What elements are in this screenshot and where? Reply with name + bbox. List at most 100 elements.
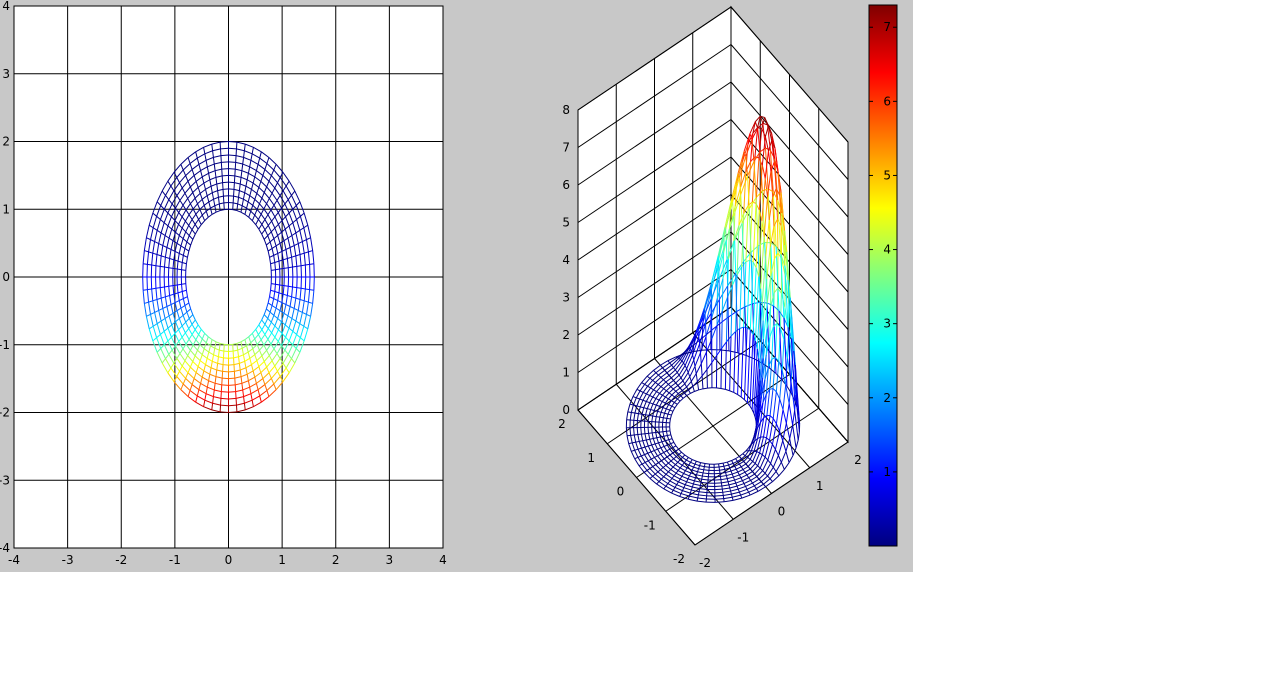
surface-mesh-segment xyxy=(741,455,746,460)
surface-mesh-segment xyxy=(698,314,706,337)
mesh-ring-segment xyxy=(173,182,180,192)
mesh-ring-segment xyxy=(171,220,176,230)
surface-mesh-segment xyxy=(666,435,670,440)
x-tick-label: 0 xyxy=(778,505,786,519)
surface-mesh-segment xyxy=(740,491,749,496)
mesh-radial-segment xyxy=(247,380,251,388)
surface-mesh-segment xyxy=(644,454,649,462)
mesh-ring-segment xyxy=(191,334,197,341)
surface-mesh-segment xyxy=(720,475,727,478)
mesh-radial-segment xyxy=(258,324,263,330)
surface-mesh-segment xyxy=(734,463,740,467)
surface-mesh-segment xyxy=(732,471,738,475)
mesh-ring-segment xyxy=(171,195,178,205)
mesh-radial-segment xyxy=(217,190,219,198)
surface-mesh-segment xyxy=(741,494,751,499)
surface-mesh-segment xyxy=(792,410,796,426)
mesh-ring-segment xyxy=(240,211,246,215)
surface-mesh-segment xyxy=(742,466,749,470)
surface-mesh-segment xyxy=(728,464,731,469)
mesh-radial-segment xyxy=(279,376,284,382)
surface-mesh-segment xyxy=(779,293,782,328)
mesh-radial-segment xyxy=(164,235,170,239)
surface-mesh-segment xyxy=(785,423,791,439)
surface-mesh-segment xyxy=(723,235,725,253)
surface-mesh-segment xyxy=(654,448,658,451)
mesh-radial-segment xyxy=(194,197,198,204)
surface-mesh-segment xyxy=(673,472,677,477)
mesh-radial-segment xyxy=(259,395,262,403)
mesh-ring-segment xyxy=(273,341,279,350)
surface-mesh-segment xyxy=(757,454,763,466)
surface-mesh-segment xyxy=(679,459,685,464)
surface-mesh-segment xyxy=(660,445,665,449)
mesh-radial-segment xyxy=(266,181,270,188)
surface-mesh-segment xyxy=(731,497,734,501)
surface-mesh-segment xyxy=(667,480,671,484)
mesh-ring-segment xyxy=(203,406,212,411)
wall-grid-z-left xyxy=(577,6,732,111)
surface-mesh-segment xyxy=(747,457,751,460)
surface-mesh-segment xyxy=(643,391,647,395)
mesh-ring-segment xyxy=(188,338,194,346)
surface-mesh-segment xyxy=(700,363,703,376)
surface-mesh-segment xyxy=(696,460,701,464)
surface-mesh-segment xyxy=(734,183,738,207)
surface-mesh-segment xyxy=(721,310,723,349)
mesh-radial-segment xyxy=(201,199,205,206)
mesh-ring-segment xyxy=(197,153,206,159)
mesh-ring-segment xyxy=(240,373,248,378)
mesh-ring-segment xyxy=(299,340,305,353)
mesh-ring-segment xyxy=(156,323,161,335)
mesh-radial-segment xyxy=(254,209,258,216)
mesh-radial-segment xyxy=(291,296,296,299)
mesh-radial-segment xyxy=(288,340,294,346)
mesh-ring-segment xyxy=(194,355,201,362)
mesh-radial-segment xyxy=(215,369,218,377)
mesh-radial-segment xyxy=(273,252,278,256)
mesh-ring-segment xyxy=(178,318,183,327)
mesh-radial-segment xyxy=(273,383,277,390)
mesh-radial-segment xyxy=(268,192,273,199)
mesh-radial-segment xyxy=(240,205,243,213)
surface-mesh-segment xyxy=(767,140,773,152)
surface-mesh-segment xyxy=(727,460,732,463)
surface-mesh-segment xyxy=(651,444,655,451)
surface-mesh-segment xyxy=(748,491,751,496)
surface-mesh-segment xyxy=(682,487,685,491)
mesh-ring-segment xyxy=(148,302,151,315)
surface-mesh-segment xyxy=(662,467,669,473)
mesh-ring-segment xyxy=(251,360,258,366)
surface-mesh-segment xyxy=(650,387,654,391)
y-tick-label: -1 xyxy=(644,518,656,532)
surface-mesh-segment xyxy=(779,398,784,410)
surface-mesh-segment xyxy=(754,463,759,467)
mesh-ring-segment xyxy=(266,163,275,171)
surface-mesh-segment xyxy=(699,352,702,364)
surface-mesh-segment xyxy=(645,395,651,402)
mesh-radial-segment xyxy=(201,176,205,184)
mesh-radial-segment xyxy=(154,309,159,313)
mesh-ring-segment xyxy=(294,352,301,364)
mesh-radial-segment xyxy=(264,214,269,220)
surface-mesh-segment xyxy=(726,473,733,477)
surface-mesh-segment xyxy=(764,117,768,126)
mesh-ring-segment xyxy=(235,389,243,393)
mesh-ring-segment xyxy=(177,253,180,262)
mesh-ring-segment xyxy=(244,150,253,155)
surface-mesh-segment xyxy=(740,161,743,188)
mesh-ring-segment xyxy=(254,334,259,340)
mesh-radial-segment xyxy=(184,248,190,252)
surface-mesh-segment xyxy=(744,399,748,404)
mesh-ring-segment xyxy=(194,319,199,326)
surface-mesh-segment xyxy=(780,451,787,463)
mesh-ring-segment xyxy=(240,339,246,343)
surface-mesh-segment xyxy=(694,326,704,340)
surface-mesh-segment xyxy=(653,389,657,393)
wall-grid-z-left xyxy=(577,231,732,336)
mesh-radial-segment xyxy=(283,258,288,261)
surface-mesh-segment xyxy=(762,188,769,192)
mesh-ring-segment xyxy=(243,393,252,398)
surface-mesh-segment xyxy=(732,463,736,467)
y-tick-label: 3 xyxy=(2,67,10,81)
